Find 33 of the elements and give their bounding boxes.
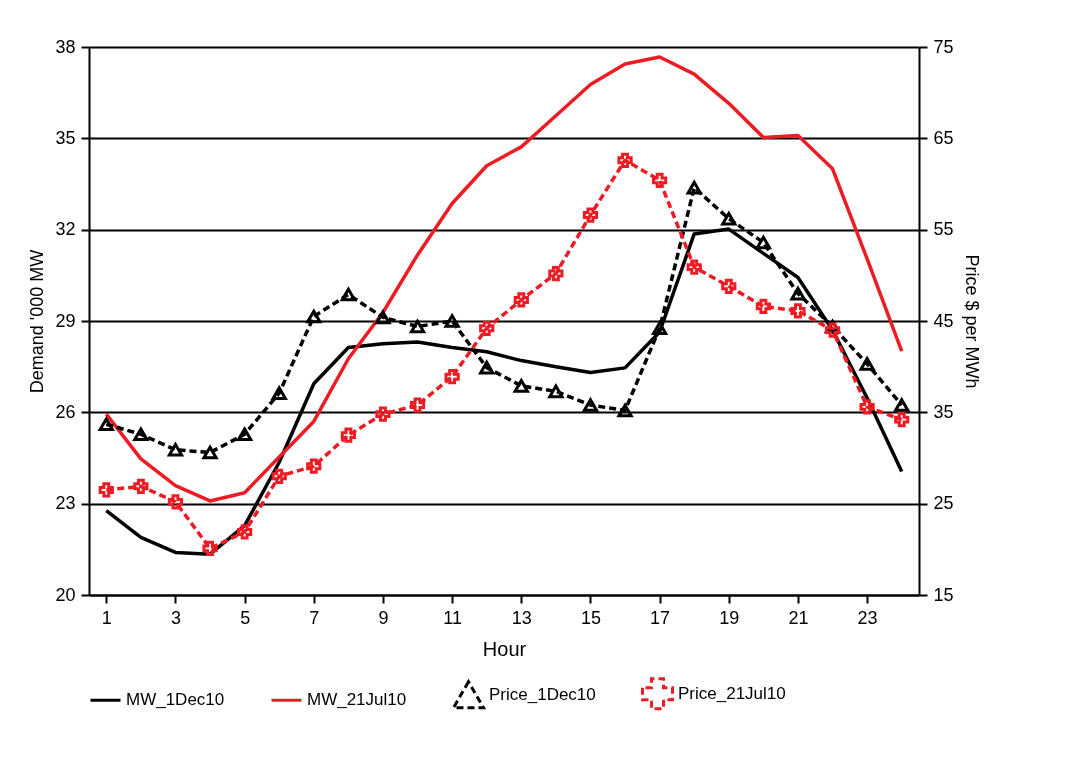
y-tick-label: 32: [55, 219, 76, 240]
x-tick-label: 19: [719, 607, 740, 628]
legend-label: Price_1Dec10: [489, 684, 596, 704]
x-tick-label: 7: [309, 607, 320, 628]
x-tick-label: 15: [580, 607, 601, 628]
x-tick-label: 21: [788, 607, 809, 628]
y-tick-label: 26: [55, 401, 76, 422]
x-tick-label: 11: [443, 607, 462, 628]
y-tick-label: 20: [55, 584, 76, 605]
y-tick-label: 29: [55, 310, 76, 331]
x-tick-label: 9: [378, 607, 389, 628]
legend-label: Price_21Jul10: [678, 683, 786, 703]
y2-tick-label: 45: [933, 310, 954, 331]
y2-tick-label: 75: [933, 36, 954, 57]
x-tick-label: 13: [511, 607, 532, 628]
x-tick-label: 1: [101, 607, 112, 628]
x-tick-label: 3: [170, 607, 181, 628]
x-axis-title: Hour: [482, 637, 527, 660]
y2-tick-label: 55: [933, 219, 954, 240]
y-tick-label: 35: [55, 127, 76, 148]
x-tick-label: 5: [240, 607, 251, 628]
y-tick-label: 38: [55, 36, 76, 57]
y2-tick-label: 35: [933, 401, 954, 422]
y2-tick-label: 65: [933, 127, 954, 148]
y2-axis-title: Price $ per MWh: [961, 254, 982, 389]
legend-label: MW_21Jul10: [307, 690, 407, 710]
x-tick-label: 17: [650, 607, 671, 628]
y2-tick-label: 25: [933, 493, 954, 514]
y2-tick-label: 15: [933, 584, 954, 605]
legend-label: MW_1Dec10: [126, 690, 225, 710]
y-tick-label: 23: [55, 493, 76, 514]
x-tick-label: 23: [857, 607, 878, 628]
y-axis-title: Demand '000 MW: [27, 249, 48, 394]
